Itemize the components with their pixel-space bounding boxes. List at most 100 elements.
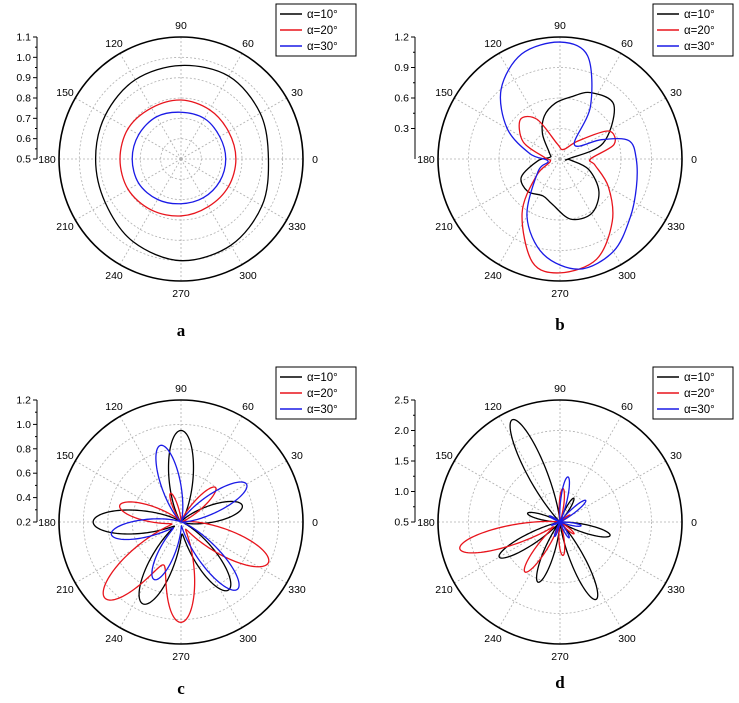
radial-tick-label: 0.5 — [394, 517, 409, 529]
angle-tick-label: 90 — [175, 383, 187, 395]
legend: α=10° α=20° α=30° — [275, 366, 357, 420]
angular-gridline — [559, 158, 666, 221]
angle-tick-label: 60 — [621, 401, 633, 413]
series-line — [102, 486, 270, 623]
angle-tick-label: 330 — [667, 221, 685, 233]
radial-tick-label: 1.2 — [16, 395, 31, 407]
angular-gridline — [559, 460, 666, 523]
angle-tick-label: 30 — [291, 450, 303, 462]
series-line — [548, 476, 587, 539]
legend-label: α=30° — [684, 404, 715, 416]
angle-tick-label: 270 — [551, 288, 569, 300]
series-group — [499, 41, 638, 274]
radial-tick-label: 0.3 — [394, 123, 409, 135]
legend-label: α=20° — [684, 388, 715, 400]
legend-label: α=30° — [307, 404, 338, 416]
angle-tick-label: 300 — [239, 633, 257, 645]
radial-tick-label: 0.9 — [394, 62, 409, 74]
angle-tick-label: 60 — [621, 38, 633, 50]
radial-tick-label: 2.0 — [394, 425, 409, 437]
legend-label: α=20° — [684, 25, 715, 37]
radial-tick-label: 0.6 — [394, 93, 409, 105]
legend-label: α=30° — [684, 41, 715, 53]
angular-gridline — [559, 521, 622, 628]
radial-tick-label: 1.1 — [16, 32, 31, 44]
angular-gridline — [119, 158, 182, 265]
outer-circle — [437, 399, 683, 645]
legend: α=10° α=20° α=30° — [275, 3, 357, 57]
radial-tick-label: 1.0 — [16, 52, 31, 64]
angle-tick-label: 120 — [484, 38, 502, 50]
series-line — [518, 115, 616, 274]
legend-label: α=20° — [307, 25, 338, 37]
panel-letter: c — [177, 679, 185, 698]
radial-gridline — [468, 67, 652, 251]
series-line — [92, 429, 244, 605]
angle-tick-label: 240 — [484, 270, 502, 282]
radial-tick-label: 0.2 — [16, 517, 31, 529]
angle-tick-label: 0 — [312, 154, 318, 166]
radial-tick-label: 2.5 — [394, 395, 409, 407]
legend-label: α=10° — [684, 372, 715, 384]
angular-gridline — [498, 158, 561, 265]
angle-tick-label: 210 — [56, 584, 74, 596]
series-group — [92, 429, 270, 623]
radial-tick-label: 0.8 — [16, 93, 31, 105]
angular-gridline — [498, 53, 561, 160]
radial-tick-label: 1.2 — [394, 32, 409, 44]
angle-tick-label: 300 — [618, 270, 636, 282]
angular-gridline — [498, 416, 561, 523]
angular-gridline — [180, 158, 243, 265]
angular-gridline — [454, 460, 561, 523]
angle-tick-label: 0 — [312, 517, 318, 529]
radial-gridline — [468, 430, 652, 614]
angular-gridline — [498, 521, 561, 628]
angle-tick-label: 30 — [670, 450, 682, 462]
angular-gridline — [180, 158, 287, 221]
angular-gridline — [559, 521, 666, 584]
radial-tick-label: 0.7 — [16, 113, 31, 125]
polar-panel-d: 0 30 60 90 120 150 180 210 240 270 300 330 0.5 1.0 1.5… — [394, 366, 734, 692]
angle-tick-label: 90 — [554, 383, 566, 395]
legend-label: α=10° — [307, 9, 338, 21]
legend-label: α=20° — [307, 388, 338, 400]
angular-gridline — [119, 53, 182, 160]
angle-tick-label: 120 — [484, 401, 502, 413]
radial-tick-label: 0.5 — [16, 154, 31, 166]
outer-circle — [437, 36, 683, 282]
radial-tick-label: 0.6 — [16, 468, 31, 480]
angle-tick-label: 0 — [691, 154, 697, 166]
legend-label: α=10° — [684, 9, 715, 21]
angle-tick-label: 60 — [242, 401, 254, 413]
angle-tick-label: 240 — [484, 633, 502, 645]
angle-tick-label: 330 — [667, 584, 685, 596]
angle-tick-label: 150 — [56, 450, 74, 462]
angle-tick-label: 150 — [435, 87, 453, 99]
angle-tick-label: 210 — [435, 221, 453, 233]
panel-letter: d — [555, 673, 565, 692]
series-line — [119, 99, 237, 217]
panel-letter: a — [177, 321, 186, 340]
angle-tick-label: 300 — [239, 270, 257, 282]
series-line — [110, 444, 248, 591]
outer-circle — [58, 36, 304, 282]
angular-gridline — [559, 158, 622, 265]
radial-tick-label: 0.6 — [16, 133, 31, 145]
angular-gridline — [559, 97, 666, 160]
series-group — [94, 64, 270, 262]
angle-tick-label: 210 — [56, 221, 74, 233]
series-line — [459, 487, 575, 573]
angle-tick-label: 270 — [172, 651, 190, 663]
angle-tick-label: 60 — [242, 38, 254, 50]
angle-tick-label: 270 — [551, 651, 569, 663]
series-line — [499, 41, 638, 270]
angular-gridline — [75, 460, 182, 523]
angular-gridline — [559, 416, 622, 523]
angle-tick-label: 180 — [417, 154, 435, 166]
series-group — [459, 418, 611, 601]
angle-tick-label: 150 — [435, 450, 453, 462]
angle-tick-label: 330 — [288, 221, 306, 233]
series-line — [520, 91, 615, 221]
polar-panel-b: 0 30 60 90 120 150 180 210 240 270 300 330 0.3 0.6 0.9… — [394, 3, 734, 334]
